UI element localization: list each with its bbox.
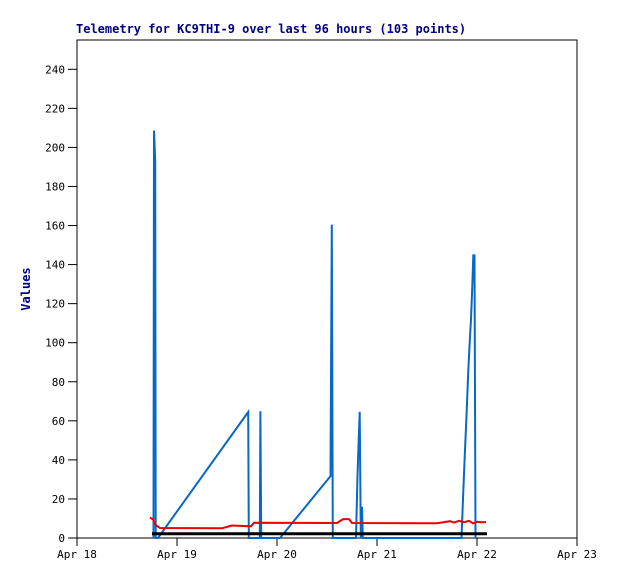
y-tick-label: 20 xyxy=(52,493,65,506)
y-tick-label: 100 xyxy=(45,337,65,350)
x-tick-label: Apr 23 xyxy=(557,548,597,561)
y-tick-label: 180 xyxy=(45,180,65,193)
y-tick-label: 60 xyxy=(52,415,65,428)
y-tick-label: 220 xyxy=(45,102,65,115)
y-tick-label: 120 xyxy=(45,298,65,311)
plot-border xyxy=(76,39,578,539)
x-tick-label: Apr 18 xyxy=(57,548,97,561)
series-channel-red xyxy=(149,516,487,530)
series-channel-blue xyxy=(152,130,477,539)
y-tick-label: 80 xyxy=(52,376,65,389)
y-tick-label: 0 xyxy=(58,532,65,545)
y-tick-label: 40 xyxy=(52,454,65,467)
x-tick-label: Apr 20 xyxy=(257,548,297,561)
y-axis-label: Values xyxy=(19,267,33,310)
chart-title: Telemetry for KC9THI-9 over last 96 hour… xyxy=(76,22,466,36)
x-tick-label: Apr 22 xyxy=(457,548,497,561)
y-tick-label: 160 xyxy=(45,220,65,233)
y-tick-label: 200 xyxy=(45,141,65,154)
x-tick-label: Apr 21 xyxy=(357,548,397,561)
y-tick-label: 140 xyxy=(45,259,65,272)
y-tick-label: 240 xyxy=(45,63,65,76)
x-tick-label: Apr 19 xyxy=(157,548,197,561)
